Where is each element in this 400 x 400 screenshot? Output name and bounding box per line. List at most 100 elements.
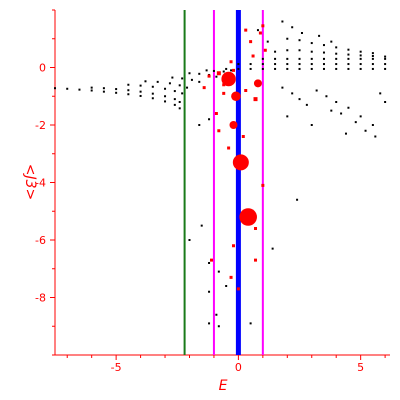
- data-point: [335, 101, 338, 103]
- data-point: [164, 100, 167, 103]
- highlight-point: [231, 91, 241, 102]
- data-point: [139, 84, 142, 87]
- data-point: [249, 322, 252, 325]
- highlight-point: [229, 121, 238, 129]
- highlight-point: [227, 146, 231, 150]
- data-point: [208, 118, 211, 121]
- data-point: [371, 63, 374, 66]
- highlight-point: [244, 89, 248, 92]
- data-point: [291, 26, 294, 29]
- y-tick-label: -4: [35, 177, 46, 190]
- data-point: [90, 89, 93, 92]
- data-point: [286, 49, 289, 52]
- data-point: [208, 262, 211, 264]
- data-point: [315, 89, 318, 92]
- data-point: [230, 69, 233, 72]
- data-point: [298, 98, 301, 101]
- data-point: [144, 80, 147, 83]
- y-tick-label: 0: [39, 62, 46, 75]
- highlight-point: [261, 24, 265, 28]
- data-point: [178, 101, 181, 103]
- data-point: [371, 67, 374, 70]
- data-point: [364, 129, 367, 132]
- data-point: [217, 325, 220, 328]
- data-point: [384, 67, 387, 70]
- data-point: [274, 63, 277, 66]
- highlight-point: [209, 258, 213, 262]
- data-point: [310, 67, 313, 70]
- data-point: [271, 247, 274, 250]
- highlight-point: [241, 135, 245, 138]
- data-point: [173, 98, 176, 101]
- data-point: [310, 124, 313, 126]
- data-point: [274, 57, 277, 60]
- data-point: [225, 285, 228, 287]
- data-point: [215, 313, 218, 316]
- data-point: [359, 54, 362, 57]
- data-point: [261, 67, 264, 70]
- data-point: [310, 57, 313, 60]
- highlight-point: [263, 48, 267, 52]
- highlight-point: [214, 112, 218, 115]
- highlight-point: [253, 97, 258, 102]
- highlight-point: [232, 68, 236, 72]
- data-point: [164, 87, 167, 90]
- data-point: [281, 86, 284, 89]
- data-point: [102, 90, 105, 93]
- data-point: [322, 63, 325, 66]
- data-point: [102, 87, 105, 90]
- data-point: [305, 103, 308, 106]
- data-point: [237, 63, 240, 66]
- data-point: [322, 51, 325, 54]
- data-point: [384, 55, 387, 58]
- data-point: [300, 32, 303, 34]
- data-point: [298, 63, 301, 66]
- data-point: [384, 63, 387, 66]
- data-point: [347, 106, 350, 109]
- y-tick-label: -2: [35, 119, 46, 132]
- data-point: [325, 95, 328, 98]
- data-point: [127, 93, 130, 96]
- data-point: [78, 88, 81, 91]
- data-point: [274, 67, 277, 70]
- highlight-point: [222, 91, 226, 95]
- data-point: [347, 67, 350, 70]
- data-point: [186, 86, 189, 89]
- data-point: [281, 20, 284, 23]
- data-point: [127, 83, 130, 86]
- data-point: [286, 57, 289, 60]
- data-point: [164, 95, 167, 98]
- data-point: [249, 67, 252, 70]
- highlight-point: [229, 60, 233, 64]
- data-point: [371, 52, 374, 55]
- data-point: [215, 75, 218, 78]
- data-point: [151, 85, 154, 88]
- red-marker-series: [202, 24, 267, 291]
- data-point: [198, 124, 201, 126]
- data-point: [322, 57, 325, 60]
- data-point: [178, 107, 181, 110]
- data-point: [171, 76, 174, 79]
- x-tick-label: 5: [357, 361, 364, 374]
- highlight-point: [253, 79, 262, 88]
- data-point: [178, 84, 181, 87]
- data-point: [354, 121, 357, 124]
- data-point: [90, 86, 93, 89]
- highlight-point: [244, 28, 248, 32]
- data-point: [222, 70, 225, 73]
- data-point: [139, 94, 142, 97]
- y-tick-label: -6: [35, 234, 46, 247]
- data-point: [310, 50, 313, 53]
- highlight-point: [251, 54, 255, 58]
- data-point: [359, 57, 362, 60]
- data-point: [286, 115, 289, 118]
- data-point: [318, 34, 321, 37]
- data-point: [374, 135, 377, 138]
- highlight-point: [216, 71, 221, 76]
- data-point: [212, 69, 215, 72]
- ticks: -5 0 5 0 -2 -4 -6 -8: [35, 9, 386, 374]
- data-point: [156, 80, 159, 83]
- data-point: [168, 82, 171, 85]
- highlight-point: [202, 86, 206, 90]
- data-point: [359, 63, 362, 66]
